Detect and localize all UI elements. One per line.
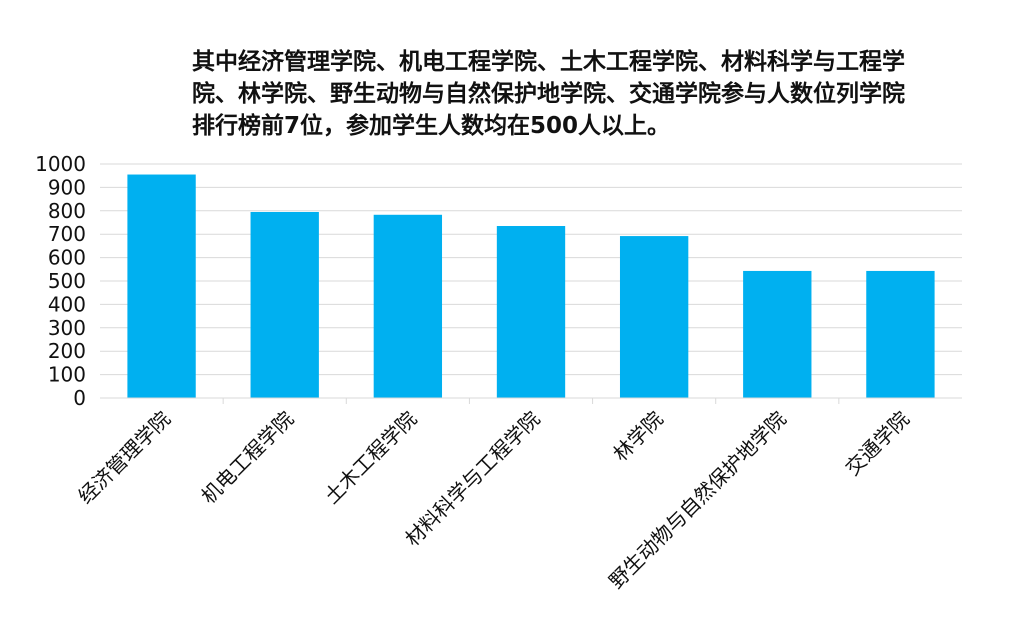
y-tick-label: 800 bbox=[48, 199, 86, 223]
bar bbox=[496, 226, 566, 398]
y-tick-label: 600 bbox=[48, 246, 86, 270]
x-category-label: 材料科学与工程学院 bbox=[400, 407, 544, 551]
x-category-label: 经济管理学院 bbox=[73, 407, 175, 509]
bar bbox=[373, 214, 443, 398]
x-category-label: 机电工程学院 bbox=[196, 407, 298, 509]
y-tick-label: 0 bbox=[73, 386, 86, 410]
bar bbox=[619, 236, 689, 398]
y-tick-label: 100 bbox=[48, 363, 86, 387]
y-tick-label: 700 bbox=[48, 222, 86, 246]
x-category-label: 土木工程学院 bbox=[320, 407, 422, 509]
y-tick-label: 300 bbox=[48, 316, 86, 340]
y-tick-label: 900 bbox=[48, 175, 86, 199]
bar bbox=[250, 211, 319, 398]
y-tick-label: 200 bbox=[48, 339, 86, 363]
y-tick-label: 400 bbox=[48, 292, 86, 316]
bar bbox=[743, 270, 812, 398]
y-tick-label: 500 bbox=[48, 269, 86, 293]
bars bbox=[127, 174, 935, 404]
bar bbox=[127, 174, 196, 398]
x-category-label: 林学院 bbox=[608, 407, 667, 466]
x-category-label: 交通学院 bbox=[840, 407, 914, 481]
bar bbox=[866, 270, 935, 398]
y-tick-label: 1000 bbox=[35, 152, 86, 176]
chart-caption: 其中经济管理学院、机电工程学院、土木工程学院、材料科学与工程学院、林学院、野生动… bbox=[192, 49, 905, 139]
